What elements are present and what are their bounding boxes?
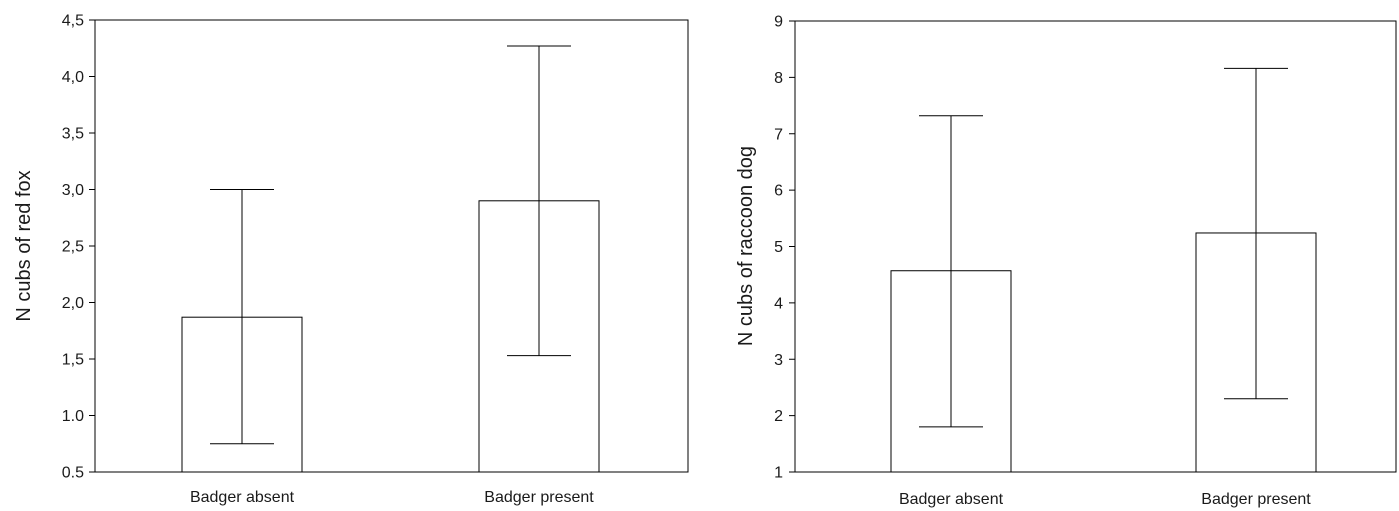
red-fox-chart: Badger absent Badger present 0.5 1.0 1,5 2,0… bbox=[13, 13, 689, 506]
y-tick-label: 4,5 bbox=[62, 13, 84, 30]
y-axis-title: N cubs of red fox bbox=[13, 170, 35, 321]
y-tick-label: 2,0 bbox=[62, 295, 84, 312]
x-category-label: Badger present bbox=[484, 489, 594, 506]
y-tick-label: 8 bbox=[774, 70, 783, 87]
y-tick-label: 9 bbox=[774, 14, 783, 31]
x-category-label: Badger present bbox=[1201, 491, 1311, 508]
y-tick-label: 4 bbox=[774, 295, 783, 312]
y-tick-label: 3,0 bbox=[62, 182, 84, 199]
y-axis-title: N cubs of raccoon dog bbox=[735, 146, 757, 346]
y-tick-label: 4,0 bbox=[62, 69, 84, 86]
y-tick-label: 6 bbox=[774, 183, 783, 200]
y-tick-label: 2 bbox=[774, 408, 783, 425]
y-tick-label: 3 bbox=[774, 352, 783, 369]
y-tick-label: 1.0 bbox=[62, 408, 84, 425]
raccoon-dog-chart: Badger absent Badger present 1 2 3 4 5 6 7 8 9 N … bbox=[735, 14, 1397, 508]
y-tick-label: 3,5 bbox=[62, 126, 84, 143]
x-category-label: Badger absent bbox=[899, 491, 1004, 508]
x-category-label: Badger absent bbox=[190, 489, 295, 506]
y-tick-label: 5 bbox=[774, 239, 783, 256]
y-tick-label: 2,5 bbox=[62, 239, 84, 256]
y-tick-label: 7 bbox=[774, 126, 783, 143]
y-tick-label: 0.5 bbox=[62, 465, 84, 482]
y-tick-label: 1 bbox=[774, 465, 783, 482]
y-tick-label: 1,5 bbox=[62, 352, 84, 369]
